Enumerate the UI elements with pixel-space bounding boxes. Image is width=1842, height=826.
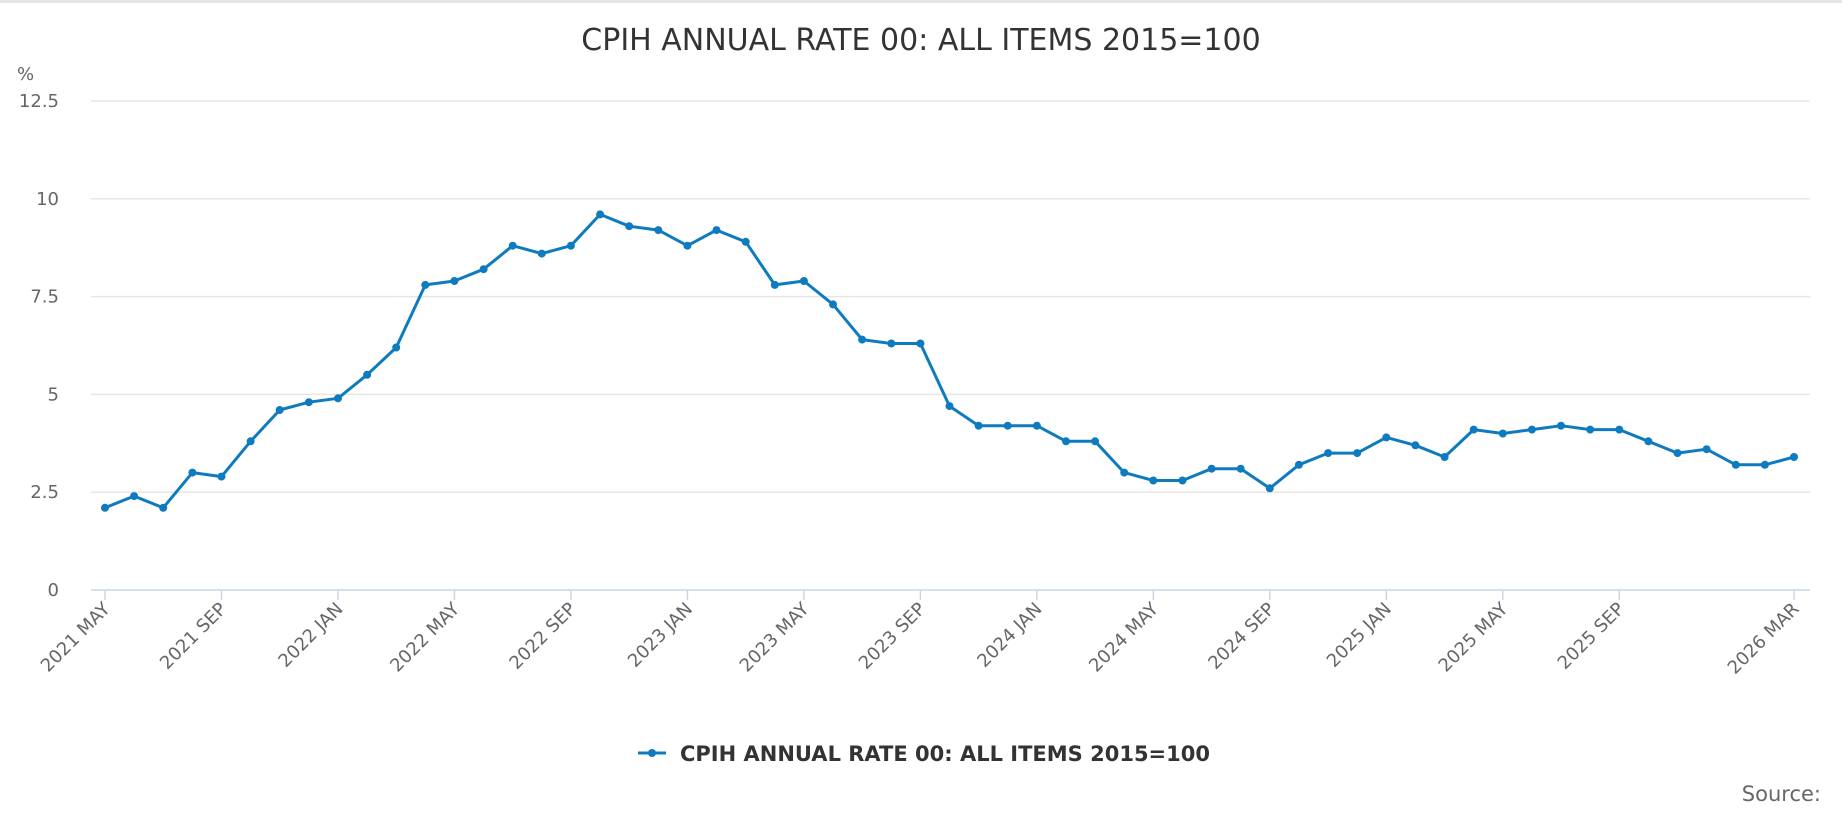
data-point — [1644, 437, 1653, 446]
y-axis-unit-label: % — [17, 64, 34, 85]
data-point — [1236, 464, 1245, 473]
data-point — [363, 370, 372, 379]
x-tick-label: 2025 SEP — [1554, 599, 1629, 674]
data-point — [1527, 425, 1536, 434]
data-point — [1411, 441, 1420, 450]
data-point — [566, 241, 575, 250]
data-point — [1062, 437, 1070, 446]
data-point — [858, 335, 867, 344]
data-point — [770, 280, 779, 289]
data-point — [101, 503, 109, 512]
data-point — [741, 237, 750, 246]
series-layer — [101, 210, 1798, 512]
data-point — [887, 339, 896, 348]
y-tick-label-2.5: 2.5 — [30, 482, 59, 503]
data-point — [916, 339, 925, 348]
data-point — [537, 249, 546, 258]
data-point — [1091, 437, 1100, 446]
data-point — [1498, 429, 1507, 438]
data-point — [159, 503, 168, 512]
gridlines — [91, 100, 1810, 493]
data-point — [1324, 449, 1333, 458]
x-tick-label: 2025 JAN — [1323, 599, 1396, 672]
data-point — [421, 280, 430, 289]
x-tick-label: 2022 SEP — [505, 599, 580, 674]
data-point — [246, 437, 255, 446]
x-tick-label: 2021 MAY — [37, 598, 115, 676]
data-point — [829, 300, 837, 309]
legend-point-marker — [648, 749, 656, 757]
x-axis: 2021 MAY 2021 SEP 2022 JAN 2022 MAY 2022 SEP… — [37, 589, 1810, 679]
data-point — [683, 241, 692, 250]
data-point — [275, 406, 284, 414]
x-tick-label: 2023 MAY — [736, 598, 814, 676]
data-point — [130, 492, 139, 501]
x-tick-label: 2022 JAN — [274, 599, 347, 672]
x-tick-label: 2025 MAY — [1435, 598, 1513, 676]
data-point — [596, 210, 605, 219]
x-tick-label: 2026 MAR — [1724, 599, 1804, 679]
data-point — [974, 421, 983, 430]
data-point — [1265, 484, 1274, 493]
data-point — [945, 402, 954, 411]
data-point — [479, 265, 488, 274]
y-tick-label-12.5: 12.5 — [19, 91, 59, 112]
x-tick-label: 2021 SEP — [156, 599, 231, 674]
top-rule — [0, 0, 1842, 3]
data-point — [1178, 476, 1187, 485]
x-tick-label: 2022 MAY — [386, 598, 464, 676]
x-tick-label: 2024 SEP — [1204, 599, 1279, 674]
y-tick-label-5: 5 — [48, 384, 59, 405]
data-point — [1382, 433, 1391, 442]
data-point — [1032, 421, 1041, 430]
data-point — [1003, 421, 1012, 430]
data-point — [1440, 453, 1449, 461]
data-point — [654, 226, 663, 235]
data-point — [1149, 476, 1158, 485]
data-point — [1615, 425, 1624, 434]
data-point — [1469, 425, 1478, 434]
data-point — [1673, 449, 1682, 458]
y-axis-tick-labels: 0 2.5 5 7.5 10 12.5 — [19, 91, 59, 601]
data-point — [1586, 425, 1595, 434]
data-point — [217, 472, 226, 481]
data-point — [304, 398, 313, 407]
data-point — [1207, 464, 1216, 473]
data-point — [712, 226, 721, 235]
legend-label: CPIH ANNUAL RATE 00: ALL ITEMS 2015=100 — [680, 742, 1210, 766]
x-tick-label: 2023 JAN — [624, 599, 697, 672]
data-point — [1731, 460, 1740, 469]
data-point — [450, 277, 459, 285]
data-point — [188, 468, 197, 477]
data-point — [1790, 453, 1798, 461]
y-tick-label-7.5: 7.5 — [30, 287, 59, 308]
data-point — [1557, 421, 1565, 430]
y-tick-label-10: 10 — [36, 189, 59, 210]
data-point — [799, 277, 808, 285]
data-point — [1294, 460, 1303, 469]
x-tick-label: 2023 SEP — [855, 599, 930, 674]
x-tick-label: 2024 JAN — [973, 599, 1046, 672]
chart-title: CPIH ANNUAL RATE 00: ALL ITEMS 2015=100 — [581, 23, 1260, 58]
data-point — [1760, 460, 1769, 469]
data-point — [625, 222, 634, 231]
data-point — [1702, 445, 1711, 454]
x-tick-label: 2024 MAY — [1085, 598, 1163, 676]
data-point — [1120, 468, 1129, 477]
series-line — [103, 212, 1796, 510]
source-label: Source: — [1742, 782, 1821, 806]
y-tick-label-0: 0 — [48, 580, 59, 601]
data-point — [334, 394, 342, 403]
legend[interactable]: CPIH ANNUAL RATE 00: ALL ITEMS 2015=100 — [638, 742, 1210, 766]
data-point — [392, 343, 401, 352]
data-point — [508, 241, 517, 250]
data-point — [1353, 449, 1362, 458]
